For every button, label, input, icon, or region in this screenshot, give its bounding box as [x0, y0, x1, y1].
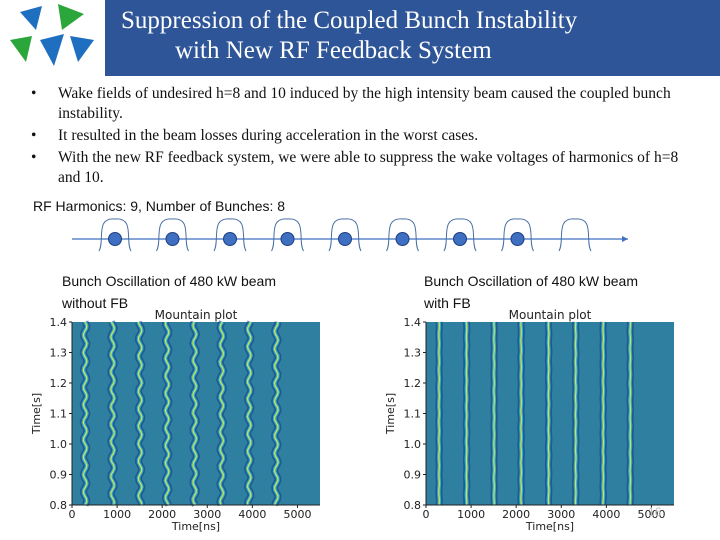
- x-tick-label: 1000: [457, 508, 485, 521]
- x-tick-label: 1000: [103, 508, 131, 521]
- title-bar: [105, 0, 720, 76]
- y-tick-label: 1.1: [404, 408, 422, 421]
- right-plot-caption: Bunch Oscillation of 480 kW beam with FB: [424, 270, 638, 314]
- rf-bucket-separatrix: [386, 218, 419, 252]
- mountain-plot-without-fb: Mountain plot 0 1000 2000 3000 4000 5000 0.8 0.9…: [30, 308, 320, 533]
- bunch-track-core: [110, 321, 116, 506]
- x-tick-label: 0: [423, 508, 430, 521]
- bunch-marker: [395, 232, 410, 246]
- y-axis-label: Time[s]: [384, 393, 397, 435]
- x-tick-label: 3000: [193, 508, 221, 521]
- x-tick-label: 4000: [592, 508, 620, 521]
- left-plot-caption: Bunch Oscillation of 480 kW beam without…: [62, 270, 276, 314]
- bullet-item: It resulted in the beam losses during ac…: [28, 126, 688, 146]
- mountain-plot-with-fb: Mountain plot 0 1000 2000 3000 4000 5000 0.8 0.9…: [384, 308, 674, 533]
- axis-arrow-icon: [622, 236, 628, 242]
- y-tick-label: 1.2: [50, 377, 68, 390]
- right-caption-line2: with FB: [424, 295, 471, 311]
- bullet-item: Wake fields of undesired h=8 and 10 indu…: [28, 84, 688, 124]
- x-tick-label: 3000: [547, 508, 575, 521]
- bunch-marker: [165, 232, 180, 246]
- x-tick-label: 4000: [238, 508, 266, 521]
- bunch-diagram: [72, 218, 628, 252]
- x-tick-label: 0: [69, 508, 76, 521]
- y-tick-label: 1.3: [404, 347, 422, 360]
- rf-bucket-separatrix: [328, 218, 362, 252]
- slide-header: Suppression of the Coupled Bunch Instabi…: [0, 0, 720, 76]
- y-tick-label: 1.0: [404, 438, 422, 451]
- bunch-marker: [510, 232, 525, 246]
- rf-bucket-separatrix: [443, 218, 477, 252]
- rf-harmonics-label: RF Harmonics: 9, Number of Bunches: 8: [33, 198, 286, 214]
- slide-title: Suppression of the Coupled Bunch Instabi…: [105, 6, 720, 66]
- right-caption-line1: Bunch Oscillation of 480 kW beam: [424, 273, 638, 289]
- x-tick-label: 5000: [637, 508, 665, 521]
- y-tick-label: 0.8: [50, 499, 68, 512]
- bunch-marker: [280, 232, 295, 246]
- y-tick-label: 1.4: [50, 316, 68, 329]
- y-axis-label: Time[s]: [30, 393, 43, 435]
- bunch-track-core: [547, 321, 550, 506]
- x-axis-label: Time[ns]: [171, 520, 220, 533]
- bunch-track-core: [82, 321, 88, 506]
- rf-bucket-separatrix: [98, 218, 132, 252]
- institution-logo-icon: [10, 3, 94, 69]
- y-tick-label: 1.3: [50, 347, 68, 360]
- rf-bucket-separatrix: [501, 218, 534, 252]
- bunch-track-core: [164, 322, 170, 506]
- bullet-list: Wake fields of undesired h=8 and 10 indu…: [28, 84, 688, 190]
- plot-title: Mountain plot: [509, 308, 592, 322]
- left-caption-line1: Bunch Oscillation of 480 kW beam: [62, 273, 276, 289]
- bunch-track-core: [629, 321, 632, 506]
- bunch-marker: [453, 232, 467, 246]
- bunch-track-core: [273, 321, 279, 506]
- x-tick-label: 2000: [502, 508, 530, 521]
- x-tick-label: 2000: [148, 508, 176, 521]
- bunch-track-core: [520, 321, 523, 506]
- bunch-track-core: [219, 321, 225, 506]
- bunch-marker: [108, 232, 122, 246]
- y-tick-label: 0.9: [404, 469, 422, 482]
- left-caption-line2: without FB: [62, 295, 129, 311]
- bunch-track-core: [137, 321, 143, 506]
- x-axis-label: Time[ns]: [525, 520, 574, 533]
- plot-title: Mountain plot: [155, 308, 238, 322]
- slide-title-line2: with New RF Feedback System: [175, 37, 492, 64]
- y-tick-label: 1.4: [404, 316, 422, 329]
- bunch-marker: [223, 232, 237, 246]
- bullet-item: With the new RF feedback system, we were…: [28, 148, 688, 188]
- slide-title-line1: Suppression of the Coupled Bunch Instabi…: [121, 7, 578, 34]
- rf-bucket-separatrix: [558, 218, 592, 252]
- bunch-track-core: [246, 321, 252, 506]
- y-tick-label: 1.1: [50, 408, 68, 421]
- x-tick-label: 5000: [283, 508, 311, 521]
- bunch-marker: [338, 232, 352, 246]
- page-number: 16: [648, 505, 662, 519]
- y-tick-label: 1.0: [50, 438, 68, 451]
- y-tick-label: 0.8: [404, 499, 422, 512]
- rf-bucket-separatrix: [271, 218, 304, 252]
- bunch-track-core: [192, 321, 198, 506]
- rf-bucket-separatrix: [156, 218, 189, 252]
- y-tick-label: 1.2: [404, 377, 422, 390]
- rf-bucket-separatrix: [213, 218, 247, 252]
- y-tick-label: 0.9: [50, 469, 68, 482]
